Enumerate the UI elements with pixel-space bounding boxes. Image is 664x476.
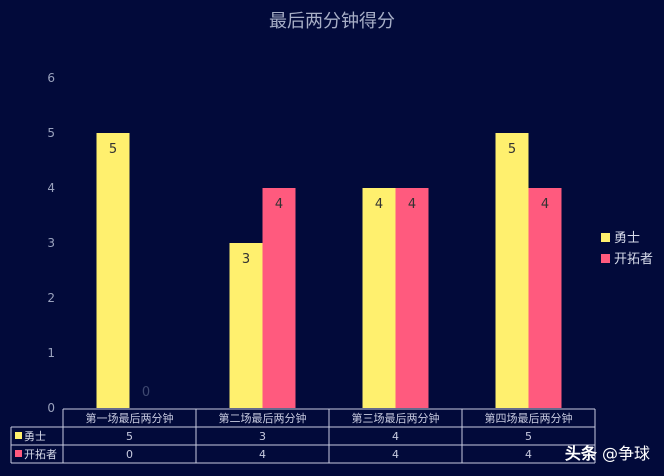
y-axis: 0 1 2 3 4 5 6: [47, 71, 55, 415]
y-tick-label: 1: [47, 346, 55, 360]
y-tick-label: 6: [47, 71, 55, 85]
y-tick-label: 4: [47, 181, 55, 195]
x-category-label: 第二场最后两分钟: [219, 411, 307, 425]
table-cell: 3: [259, 430, 266, 443]
table-row-label: 开拓者: [24, 447, 57, 461]
y-tick-label: 5: [47, 126, 55, 140]
table-row-label: 勇士: [24, 430, 46, 443]
table-cell: 4: [259, 448, 266, 461]
x-category-label: 第四场最后两分钟: [485, 411, 573, 425]
data-label: 5: [109, 142, 117, 157]
table-cell: 4: [392, 430, 399, 443]
legend-swatch[interactable]: [601, 254, 610, 263]
data-label: 4: [275, 197, 283, 212]
table-cell: 0: [126, 448, 133, 461]
watermark: 头条 @争球: [565, 440, 650, 464]
bars: [96, 133, 562, 408]
data-label: 4: [375, 197, 383, 212]
watermark-brand: 头条: [564, 444, 597, 463]
data-label: 5: [508, 142, 516, 157]
data-label: 0: [142, 385, 150, 400]
legend-label[interactable]: 开拓者: [614, 252, 653, 267]
legend-label[interactable]: 勇士: [614, 231, 640, 246]
legend-swatch[interactable]: [601, 233, 610, 242]
bar-2-2[interactable]: [262, 188, 296, 408]
table-cell: 4: [525, 448, 532, 461]
chart-title: 最后两分钟得分: [269, 11, 395, 32]
table-cell: 4: [392, 448, 399, 461]
x-category-label: 第三场最后两分钟: [352, 411, 440, 425]
bar-1-3[interactable]: [362, 188, 396, 408]
bar-2-4[interactable]: [528, 188, 562, 408]
bar-1-2[interactable]: [229, 243, 263, 408]
data-labels: 5 0 3 4 4 4 5 4: [109, 142, 549, 400]
data-label: 4: [408, 197, 416, 212]
bar-1-1[interactable]: [96, 133, 130, 408]
y-tick-label: 2: [47, 291, 55, 305]
y-tick-label: 3: [47, 236, 55, 250]
watermark-handle: @争球: [601, 444, 650, 463]
table-cell: 5: [126, 430, 133, 443]
table-cell: 5: [525, 430, 532, 443]
table-row-swatch: [15, 432, 22, 439]
data-label: 3: [242, 252, 250, 267]
x-category-label: 第一场最后两分钟: [86, 411, 174, 425]
y-tick-label: 0: [47, 401, 55, 415]
data-label: 4: [541, 197, 549, 212]
bar-1-4[interactable]: [495, 133, 529, 408]
table-row-swatch: [15, 450, 22, 457]
bar-2-3[interactable]: [395, 188, 429, 408]
